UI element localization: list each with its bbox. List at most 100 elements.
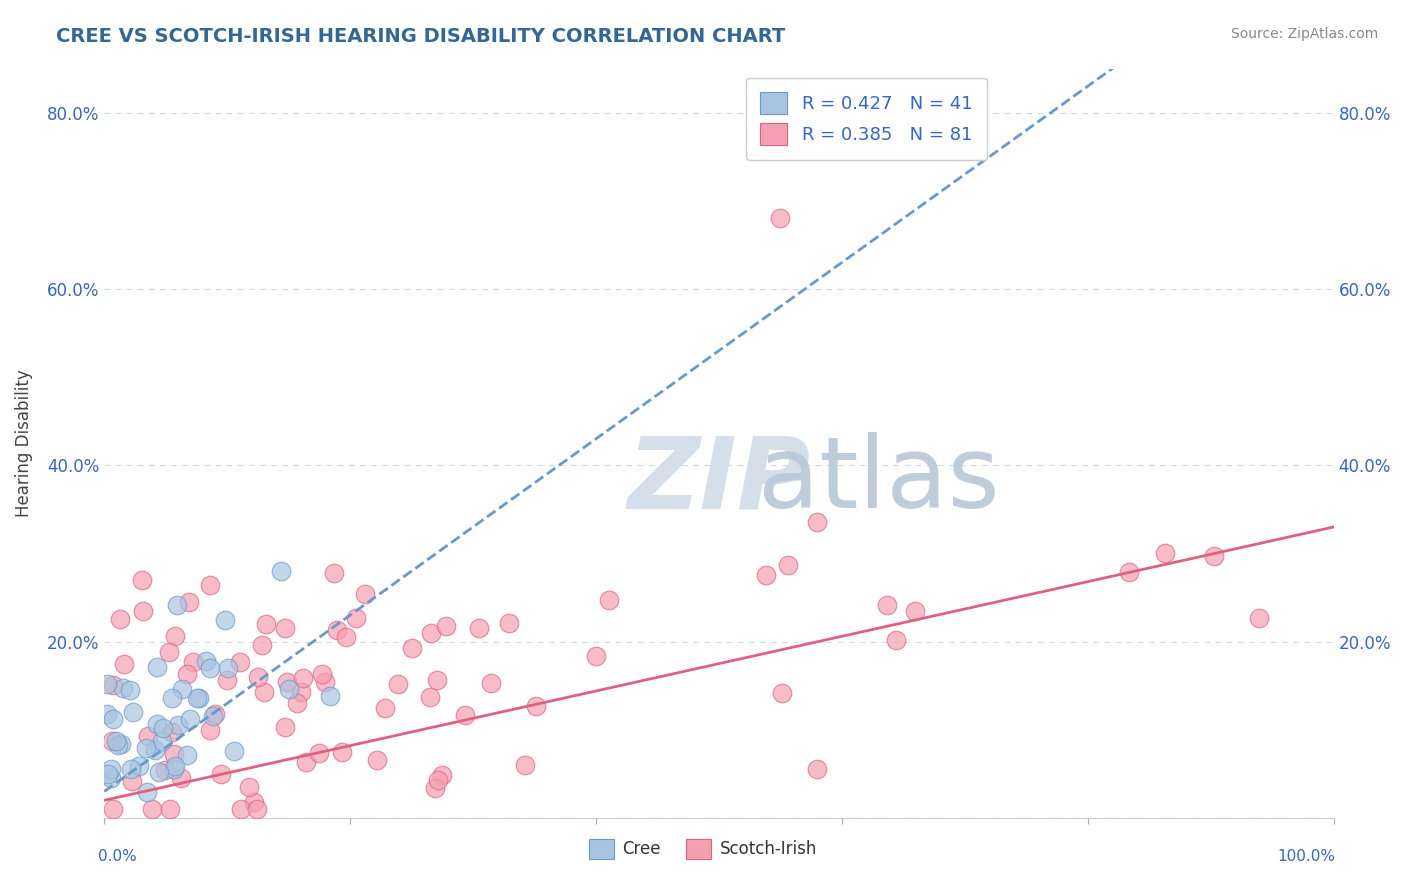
Point — [238, 780, 260, 794]
Point — [270, 564, 292, 578]
Point — [100, 762, 122, 776]
Point — [287, 696, 309, 710]
Point — [806, 763, 828, 777]
Point — [252, 638, 274, 652]
Point — [179, 594, 201, 608]
Point — [187, 691, 209, 706]
Point — [121, 705, 143, 719]
Point — [884, 633, 907, 648]
Point — [108, 612, 131, 626]
Point — [157, 645, 180, 659]
Point — [434, 618, 457, 632]
Point — [107, 739, 129, 753]
Point — [209, 767, 232, 781]
Point — [160, 691, 183, 706]
Point — [229, 656, 252, 670]
Point — [524, 698, 547, 713]
Point — [273, 621, 295, 635]
Point — [96, 707, 118, 722]
Point — [806, 515, 828, 529]
Point — [876, 598, 898, 612]
Point — [308, 746, 330, 760]
Point — [198, 660, 221, 674]
Y-axis label: Hearing Disability: Hearing Disability — [15, 369, 32, 517]
Point — [128, 759, 150, 773]
Point — [314, 674, 336, 689]
Text: 0.0%: 0.0% — [98, 849, 138, 863]
Point — [110, 737, 132, 751]
Point — [772, 686, 794, 700]
Point — [229, 802, 252, 816]
Point — [100, 772, 122, 786]
Point — [136, 785, 159, 799]
Point — [319, 689, 342, 703]
Point — [1247, 611, 1270, 625]
Point — [755, 567, 778, 582]
Point — [419, 690, 441, 704]
Point — [146, 716, 169, 731]
Point — [290, 685, 312, 699]
Point — [152, 721, 174, 735]
Point — [143, 743, 166, 757]
Point — [166, 598, 188, 612]
Point — [167, 717, 190, 731]
Point — [498, 615, 520, 630]
Point — [243, 795, 266, 809]
Point — [101, 712, 124, 726]
Point — [141, 802, 163, 816]
Point — [224, 744, 246, 758]
Point — [179, 712, 201, 726]
Point — [419, 626, 441, 640]
Point — [204, 706, 226, 721]
Text: CREE VS SCOTCH-IRISH HEARING DISABILITY CORRELATION CHART: CREE VS SCOTCH-IRISH HEARING DISABILITY … — [56, 27, 786, 45]
Text: ZIP: ZIP — [627, 433, 810, 529]
Point — [181, 655, 204, 669]
Point — [769, 211, 792, 226]
Point — [101, 802, 124, 816]
Point — [326, 624, 349, 638]
Point — [387, 677, 409, 691]
Point — [374, 701, 396, 715]
Point — [165, 759, 187, 773]
Point — [96, 677, 118, 691]
Text: Source: ZipAtlas.com: Source: ZipAtlas.com — [1230, 27, 1378, 41]
Point — [131, 573, 153, 587]
Point — [276, 675, 298, 690]
Point — [198, 723, 221, 738]
Point — [104, 733, 127, 747]
Point — [344, 611, 367, 625]
Point — [1118, 565, 1140, 579]
Point — [353, 587, 375, 601]
Point — [121, 773, 143, 788]
Point — [112, 657, 135, 672]
Point — [198, 578, 221, 592]
Point — [323, 566, 346, 580]
Point — [132, 604, 155, 618]
Point — [195, 655, 218, 669]
Point — [273, 720, 295, 734]
Point — [254, 616, 277, 631]
Point — [150, 734, 173, 748]
Point — [427, 772, 450, 787]
Point — [163, 762, 186, 776]
Point — [454, 707, 477, 722]
Legend: R = 0.427   N = 41, R = 0.385   N = 81: R = 0.427 N = 41, R = 0.385 N = 81 — [747, 78, 987, 160]
Point — [1202, 549, 1225, 563]
Point — [479, 675, 502, 690]
Point — [176, 747, 198, 762]
Point — [585, 648, 607, 663]
Point — [366, 753, 388, 767]
Point — [215, 673, 238, 688]
Point — [330, 745, 353, 759]
Point — [295, 755, 318, 769]
Point — [202, 709, 225, 723]
Point — [277, 681, 299, 696]
Text: 100.0%: 100.0% — [1278, 849, 1336, 863]
Point — [513, 757, 536, 772]
Point — [136, 729, 159, 743]
Point — [186, 691, 208, 706]
Point — [253, 684, 276, 698]
Point — [169, 771, 191, 785]
Point — [146, 659, 169, 673]
Point — [335, 630, 357, 644]
